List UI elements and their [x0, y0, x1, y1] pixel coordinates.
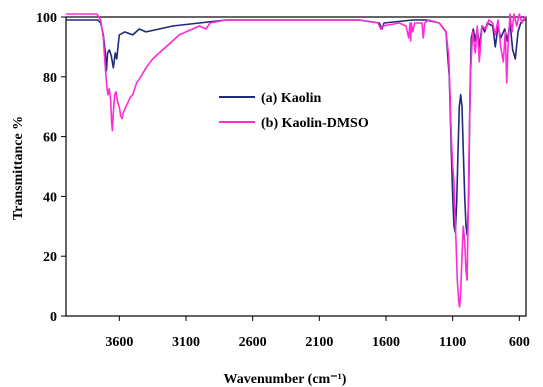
x-tick-label: 3100	[172, 335, 200, 350]
legend-label-1: (a) Kaolin	[261, 91, 321, 106]
x-tick-label: 1600	[372, 335, 400, 350]
x-tick-label: 600	[509, 335, 530, 350]
y-tick-label: 100	[36, 11, 57, 26]
x-tick-label: 2100	[305, 335, 333, 350]
y-tick-label: 20	[43, 250, 57, 265]
y-tick-label: 0	[50, 310, 57, 325]
x-tick-label: 1100	[439, 335, 466, 350]
legend-label-2: (b) Kaolin-DMSO	[261, 116, 369, 131]
y-tick-label: 80	[43, 71, 57, 86]
y-tick-label: 60	[43, 131, 57, 146]
x-axis-title: Wavenumber (cm⁻¹)	[224, 372, 347, 387]
legend: (a) Kaolin (b) Kaolin-DMSO	[219, 91, 369, 131]
series-line-2	[66, 13, 526, 308]
x-tick-label: 2600	[239, 335, 267, 350]
x-tick-label: 3600	[105, 335, 133, 350]
y-axis-title: Transmittance %	[11, 116, 26, 220]
y-tick-label: 40	[43, 190, 57, 205]
plot-area-frame	[65, 16, 527, 317]
